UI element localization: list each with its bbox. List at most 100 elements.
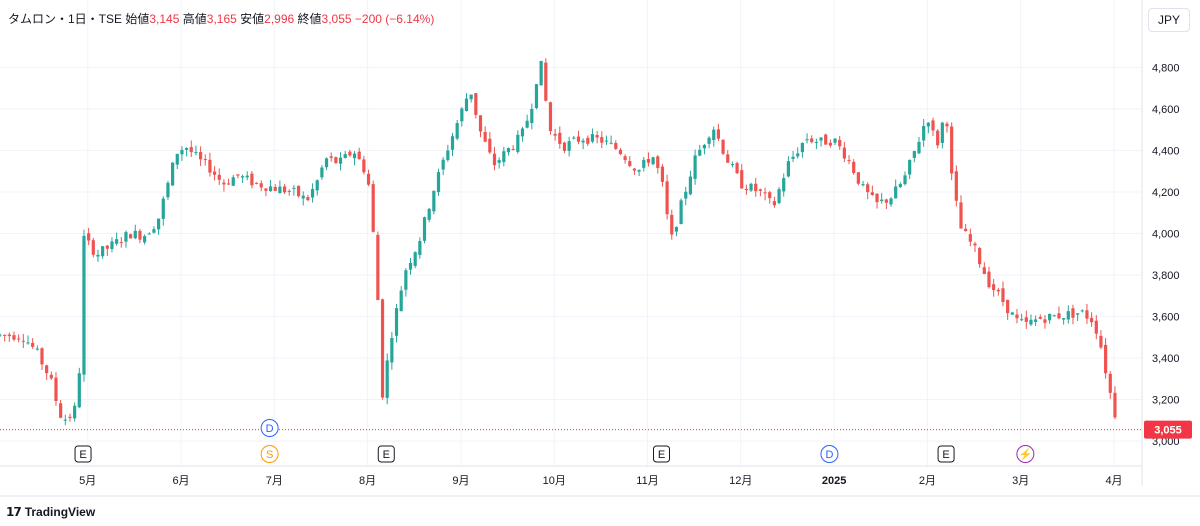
- candle: [1085, 303, 1089, 324]
- candle-body: [399, 290, 403, 312]
- y-tick-label: 3,400: [1152, 353, 1180, 365]
- candle: [800, 142, 804, 158]
- candle-body: [101, 246, 105, 257]
- candle: [208, 152, 212, 177]
- candle: [754, 177, 758, 197]
- event-label: D: [266, 423, 274, 435]
- candle-body: [432, 190, 436, 212]
- candle: [334, 156, 338, 164]
- candle-body: [278, 186, 282, 194]
- candle: [558, 126, 562, 149]
- candle-body: [1066, 311, 1070, 320]
- candle: [31, 338, 35, 349]
- candle-body: [651, 157, 655, 165]
- candle: [548, 101, 553, 135]
- event-marker-dividend[interactable]: D: [260, 419, 279, 437]
- candle: [413, 251, 417, 269]
- candle: [1020, 313, 1024, 322]
- symbol-label[interactable]: タムロン・1日・TSE: [8, 12, 123, 26]
- event-marker-split[interactable]: S: [260, 445, 279, 463]
- candle: [222, 179, 226, 192]
- candle-body: [1085, 310, 1089, 319]
- candle-body: [926, 122, 930, 127]
- candle: [115, 232, 119, 246]
- candle: [1066, 305, 1070, 324]
- candle-body: [698, 149, 702, 156]
- candle: [408, 257, 413, 275]
- y-tick-label: 4,200: [1152, 187, 1180, 199]
- candle-body: [796, 153, 800, 157]
- currency-button[interactable]: JPY: [1148, 8, 1190, 32]
- close-value: 3,055: [321, 12, 352, 26]
- candle-body: [684, 191, 688, 199]
- candle: [562, 141, 567, 154]
- candle-body: [292, 187, 296, 189]
- candle-body: [861, 184, 865, 186]
- event-marker-flash[interactable]: ⚡: [1016, 445, 1035, 463]
- candle: [646, 152, 651, 167]
- candle-body: [973, 243, 977, 246]
- candle-body: [460, 108, 464, 122]
- candle-body: [777, 189, 781, 204]
- tradingview-logo[interactable]: 𝟭𝟳 TradingView: [6, 505, 95, 519]
- y-tick-label: 4,400: [1152, 145, 1180, 157]
- candle-body: [49, 374, 53, 379]
- candle: [679, 198, 683, 225]
- candle-body: [898, 184, 902, 188]
- candle: [866, 182, 870, 200]
- candle-body: [847, 160, 851, 162]
- event-marker-earnings[interactable]: E: [937, 445, 955, 463]
- candle-body: [492, 153, 497, 166]
- candle-body: [143, 236, 147, 243]
- candle: [847, 155, 851, 165]
- candle-body: [917, 141, 921, 154]
- candle-body: [175, 153, 179, 165]
- candle: [35, 345, 39, 351]
- candle-body: [726, 154, 730, 163]
- candle: [894, 179, 898, 199]
- candle: [959, 195, 963, 229]
- candle: [469, 94, 473, 103]
- candle-body: [212, 171, 217, 175]
- candle-body: [455, 123, 459, 139]
- event-label: ⚡: [1019, 448, 1033, 461]
- candle-body: [483, 131, 487, 142]
- candle-body: [296, 185, 301, 197]
- candle-body: [1020, 319, 1024, 321]
- candle-body: [856, 172, 860, 184]
- candle: [432, 190, 436, 215]
- candle: [838, 135, 842, 150]
- candle: [329, 152, 333, 162]
- x-tick-label: 9月: [452, 475, 469, 487]
- candle: [688, 170, 693, 196]
- candle-body: [712, 129, 716, 141]
- candle-body: [852, 161, 856, 173]
- candle: [362, 155, 366, 175]
- candle-body: [320, 167, 324, 178]
- candle: [105, 244, 109, 256]
- candle: [1099, 330, 1103, 350]
- event-marker-earnings[interactable]: E: [377, 445, 395, 463]
- candle-body: [185, 148, 189, 150]
- event-circle: [1016, 445, 1035, 463]
- candle-body: [758, 189, 763, 191]
- candle: [707, 136, 711, 149]
- event-marker-dividend[interactable]: D: [820, 445, 839, 463]
- candle: [572, 135, 576, 140]
- event-marker-earnings[interactable]: E: [653, 445, 671, 463]
- candle: [352, 151, 357, 166]
- candle: [77, 367, 81, 409]
- candle-body: [553, 133, 557, 136]
- event-marker-earnings[interactable]: E: [74, 445, 92, 463]
- candle: [632, 167, 637, 175]
- candle: [301, 191, 305, 206]
- x-tick-label: 10月: [543, 475, 566, 487]
- candle-body: [506, 148, 511, 153]
- candle-body: [12, 335, 16, 340]
- x-tick-label: 3月: [1012, 475, 1029, 487]
- candle-body: [940, 122, 944, 143]
- candle-body: [539, 60, 543, 86]
- candle: [273, 184, 277, 192]
- candle-body: [987, 271, 991, 288]
